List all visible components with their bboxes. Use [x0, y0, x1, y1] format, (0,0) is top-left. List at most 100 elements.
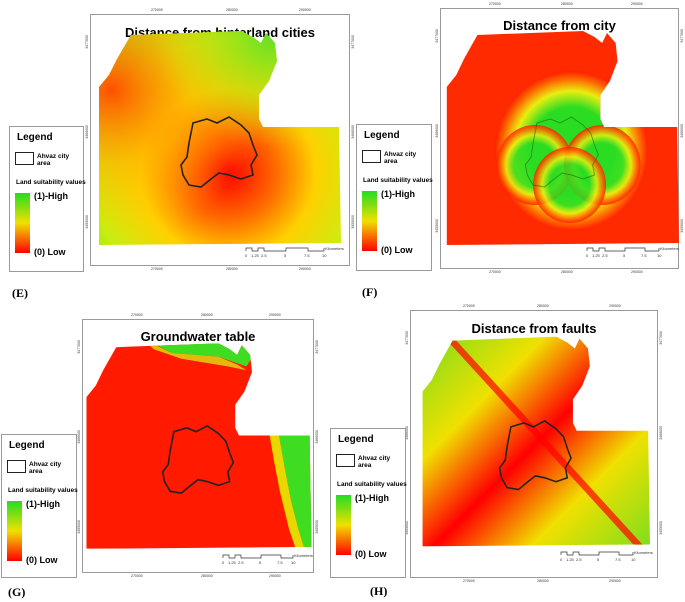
legend-high-label: (1)-High [381, 189, 415, 199]
panel-label-g: (G) [8, 585, 26, 599]
color-ramp [15, 193, 30, 253]
suitability-raster [422, 336, 651, 547]
x-tick-label: 290000 [609, 304, 621, 308]
map-panel-g: Groundwater table 270000 280000 290000 2… [77, 313, 319, 578]
legend-low-label: (0) Low [381, 245, 413, 255]
legend-low-label: (0) Low [34, 247, 66, 257]
x-tick-label: 280000 [561, 270, 573, 274]
suitability-raster [99, 31, 341, 245]
map-title: Groundwater table [140, 329, 256, 344]
legend-panel-f: Legend Ahvaz city area Land suitability … [356, 124, 433, 271]
y-tick-label: 3477000 [405, 331, 409, 345]
legend-city-label: Ahvaz city area [384, 151, 417, 165]
x-tick-label: 270000 [131, 313, 143, 317]
x-tick-label: 290000 [609, 579, 621, 583]
ahvaz-city-boundary [498, 420, 572, 491]
legend-high-label: (1)-High [26, 499, 60, 509]
y-tick-label: 3455000 [680, 219, 684, 233]
x-tick-label: 270000 [151, 267, 163, 271]
legend-suitability-label: Land suitability values [8, 487, 78, 494]
x-tick-label: 280000 [537, 304, 549, 308]
y-tick-label: 3455000 [77, 520, 81, 534]
x-tick-label: 280000 [226, 8, 238, 12]
y-tick-label: 3477000 [77, 340, 81, 354]
y-tick-label: 3477000 [659, 331, 663, 345]
color-ramp [336, 495, 351, 555]
y-tick-label: 3455000 [315, 520, 319, 534]
panel-label-h: (H) [370, 584, 388, 598]
x-tick-label: 290000 [269, 313, 281, 317]
city-area-swatch [336, 454, 355, 467]
legend-low-label: (0) Low [355, 549, 387, 559]
y-tick-label: 3466000 [85, 125, 89, 139]
legend-city-label: Ahvaz city area [29, 461, 62, 475]
city-area-swatch [7, 460, 26, 473]
y-tick-label: 3466000 [77, 430, 81, 444]
x-tick-label: 290000 [269, 574, 281, 578]
y-tick-label: 3477000 [315, 340, 319, 354]
y-tick-label: 3455000 [85, 215, 89, 229]
legend-panel-g: Legend Ahvaz city area Land suitability … [1, 434, 78, 578]
y-tick-label: 3466000 [351, 125, 355, 139]
y-tick-label: 3477000 [435, 29, 439, 43]
y-tick-label: 3466000 [315, 430, 319, 444]
legend-city-label: Ahvaz city area [358, 455, 391, 469]
scale-bar: 0 1.25 2.5 5 7.5 10 Kilometers [586, 246, 679, 258]
legend-high-label: (1)-High [355, 493, 389, 503]
suitability-raster [446, 31, 680, 245]
legend-city-label: Ahvaz city area [37, 153, 70, 167]
x-tick-label: 270000 [131, 574, 143, 578]
map-title: Distance from city [503, 18, 616, 33]
legend-suitability-label: Land suitability values [16, 179, 86, 186]
legend-suitability-label: Land suitability values [337, 481, 407, 488]
city-area-swatch [15, 152, 34, 165]
panel-label-f: (F) [362, 285, 378, 299]
y-tick-label: 3477000 [85, 35, 89, 49]
scale-bar: 0 1.25 2.5 5 7.5 10 Kilometers [222, 553, 313, 565]
scale-bar: 0 1.25 2.5 5 7.5 10 Kilometers [245, 246, 344, 258]
y-tick-label: 3466000 [680, 124, 684, 138]
legend-title: Legend [9, 440, 45, 451]
x-tick-label: 270000 [489, 2, 501, 6]
x-tick-label: 290000 [631, 2, 643, 6]
x-tick-label: 280000 [561, 2, 573, 6]
x-tick-label: 280000 [537, 579, 549, 583]
legend-title: Legend [338, 434, 374, 445]
color-ramp [362, 191, 377, 251]
map-title: Distance from faults [471, 321, 597, 336]
ahvaz-city-boundary [524, 116, 599, 188]
x-tick-label: 270000 [489, 270, 501, 274]
legend-panel-e: Legend Ahvaz city area Land suitability … [9, 126, 86, 272]
x-tick-label: 290000 [631, 270, 643, 274]
panel-label-e: (E) [12, 286, 28, 300]
map-panel-h: Distance from faults 270000 280000 29000… [405, 304, 663, 583]
y-tick-label: 3466000 [659, 426, 663, 440]
y-tick-label: 3455000 [659, 521, 663, 535]
ahvaz-city-boundary [180, 116, 258, 188]
x-tick-label: 280000 [201, 313, 213, 317]
legend-low-label: (0) Low [26, 555, 58, 565]
x-tick-label: 280000 [201, 574, 213, 578]
y-tick-label: 3455000 [435, 219, 439, 233]
x-tick-label: 280000 [226, 267, 238, 271]
legend-title: Legend [364, 130, 400, 141]
y-tick-label: 3455000 [351, 215, 355, 229]
city-area-swatch [362, 150, 381, 163]
x-tick-label: 290000 [299, 267, 311, 271]
ahvaz-city-boundary [161, 424, 235, 494]
legend-high-label: (1)-High [34, 191, 68, 201]
y-tick-label: 3477000 [351, 35, 355, 49]
x-tick-label: 290000 [299, 8, 311, 12]
y-tick-label: 3477000 [680, 29, 684, 43]
y-tick-label: 3466000 [435, 124, 439, 138]
x-tick-label: 270000 [463, 579, 475, 583]
legend-title: Legend [17, 132, 53, 143]
x-tick-label: 270000 [463, 304, 475, 308]
legend-panel-h: Legend Ahvaz city area Land suitability … [330, 428, 407, 578]
x-tick-label: 270000 [151, 8, 163, 12]
scale-bar: 0 1.25 2.5 5 7.5 10 Kilometers [560, 550, 653, 562]
map-panel-e: Distance from hinterland cities 270000 2… [85, 8, 355, 271]
map-panel-f: Distance from city 270000 280000 290000 … [435, 2, 684, 274]
suitability-raster [86, 343, 312, 549]
color-ramp [7, 501, 22, 561]
